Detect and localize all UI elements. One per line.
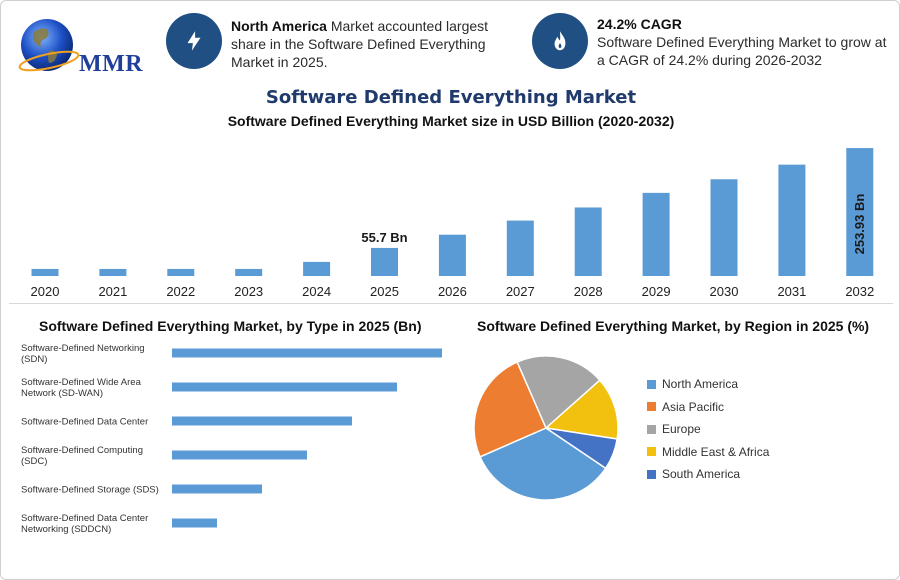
type-bar-chart: Software-Defined Networking(SDN) Software…	[21, 343, 442, 535]
info2-text: Software Defined Everything Market to gr…	[597, 34, 887, 68]
legend-item: South America	[647, 463, 769, 486]
data-label-2025: 55.7 Bn	[361, 230, 407, 245]
bar-2022	[167, 268, 195, 276]
x-tick-label: 2021	[98, 284, 127, 299]
info1-text: Market accounted largest share in the So…	[231, 18, 489, 70]
type-chart-title: Software Defined Everything Market, by T…	[39, 318, 422, 334]
type-bar	[172, 450, 307, 460]
info-north-america: North America Market accounted largest s…	[231, 17, 521, 71]
legend-swatch	[647, 424, 656, 434]
market-size-bar-chart: 2020 2021 2022 2023 2024 2025 55.7 Bn 2026 2027 2…	[31, 148, 874, 299]
x-tick-label: 2028	[574, 284, 603, 299]
pie-slice-asia-pacific	[473, 361, 547, 458]
legend-label: Middle East & Africa	[662, 444, 770, 459]
x-tick-label: 2026	[438, 284, 467, 299]
type-category-label: (SDN)	[21, 354, 47, 365]
region-chart-title: Software Defined Everything Market, by R…	[477, 318, 870, 334]
pie-slice-south-america	[545, 427, 619, 470]
x-tick-label: 2025	[370, 284, 399, 299]
legend-label: North America	[662, 377, 739, 392]
type-category-label: Software-Defined Computing	[21, 445, 143, 456]
legend-label: South America	[662, 467, 741, 482]
legend-swatch	[647, 402, 656, 412]
type-bar	[172, 518, 217, 528]
type-category-label: Network (SD-WAN)	[21, 388, 103, 399]
flame-icon	[532, 13, 588, 69]
bar-chart-title: Software Defined Everything Market size …	[227, 113, 675, 129]
bar-2029	[642, 192, 670, 276]
type-bar	[172, 348, 442, 358]
bar-2032	[846, 148, 874, 276]
info-cagr: 24.2% CAGR Software Defined Everything M…	[597, 15, 887, 69]
lightning-icon	[166, 13, 222, 69]
pie-slice-europe	[516, 355, 601, 430]
region-legend: North America Asia Pacific Europe Middle Ea…	[647, 373, 769, 486]
bar-2026	[438, 234, 466, 276]
legend-item: Asia Pacific	[647, 396, 769, 419]
globe-icon	[18, 19, 80, 72]
x-tick-label: 2032	[845, 284, 874, 299]
legend-swatch	[647, 447, 656, 457]
legend-swatch	[647, 379, 656, 389]
info1-bold: North America	[231, 18, 327, 34]
info2-bold: 24.2% CAGR	[597, 16, 682, 32]
bar-2023	[235, 268, 263, 276]
type-bar	[172, 382, 397, 392]
type-bar	[172, 484, 262, 494]
legend-swatch	[647, 469, 656, 479]
x-tick-label: 2029	[642, 284, 671, 299]
bar-2027	[506, 220, 534, 276]
legend-label: Asia Pacific	[662, 399, 725, 414]
bar-2030	[710, 179, 738, 276]
main-title: Software Defined Everything Market	[265, 87, 637, 108]
pie-slice-middle-east-africa	[544, 379, 619, 440]
bar-2020	[31, 268, 59, 276]
x-tick-label: 2020	[31, 284, 60, 299]
type-category-label: Software-Defined Networking	[21, 343, 145, 354]
x-tick-label: 2030	[710, 284, 739, 299]
legend-label: Europe	[662, 422, 701, 437]
bar-2021	[99, 268, 127, 276]
type-bar	[172, 416, 352, 426]
data-label-2032: 253.93 Bn	[852, 194, 867, 255]
type-category-label: Software-Defined Storage (SDS)	[21, 485, 159, 496]
bar-2024	[303, 261, 331, 276]
x-tick-label: 2024	[302, 284, 331, 299]
type-category-label: Software-Defined Wide Area	[21, 377, 142, 388]
region-pie-chart	[473, 355, 619, 501]
mmr-logo: MMR	[15, 15, 143, 79]
type-category-label: (SDC)	[21, 456, 47, 467]
legend-item: Middle East & Africa	[647, 441, 769, 464]
section-divider	[9, 303, 893, 304]
logo-text: MMR	[79, 51, 144, 77]
bar-2031	[778, 164, 806, 276]
legend-item: Europe	[647, 418, 769, 441]
type-category-label: Software-Defined Data Center	[21, 513, 148, 524]
bar-2025	[371, 247, 398, 276]
pie-slice-north-america	[479, 427, 607, 501]
x-tick-label: 2022	[166, 284, 195, 299]
type-category-label: Software-Defined Data Center	[21, 417, 148, 428]
x-tick-label: 2023	[234, 284, 263, 299]
type-category-label: Networking (SDDCN)	[21, 524, 111, 535]
bar-2028	[574, 207, 602, 276]
x-tick-label: 2027	[506, 284, 535, 299]
legend-item: North America	[647, 373, 769, 396]
x-tick-label: 2031	[777, 284, 806, 299]
